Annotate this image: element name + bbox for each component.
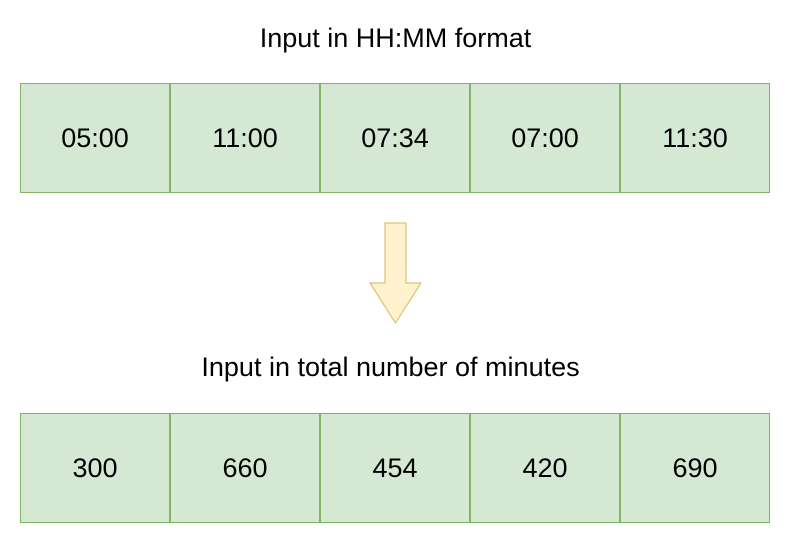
minutes-cell-4: 690 [620, 413, 770, 523]
minutes-array: 300 660 454 420 690 [20, 413, 770, 523]
hhmm-array: 05:00 11:00 07:34 07:00 11:30 [20, 83, 770, 193]
hhmm-cell-2: 07:34 [320, 83, 470, 193]
input-hhmm-title: Input in HH:MM format [259, 23, 532, 53]
hhmm-cell-1: 11:00 [170, 83, 320, 193]
minutes-cell-0: 300 [20, 413, 170, 523]
minutes-cell-2: 454 [320, 413, 470, 523]
minutes-cell-3: 420 [470, 413, 620, 523]
hhmm-cell-4: 11:30 [620, 83, 770, 193]
input-minutes-title: Input in total number of minutes [201, 352, 580, 382]
hhmm-cell-0: 05:00 [20, 83, 170, 193]
hhmm-cell-3: 07:00 [470, 83, 620, 193]
down-arrow-icon [369, 222, 422, 324]
minutes-cell-1: 660 [170, 413, 320, 523]
